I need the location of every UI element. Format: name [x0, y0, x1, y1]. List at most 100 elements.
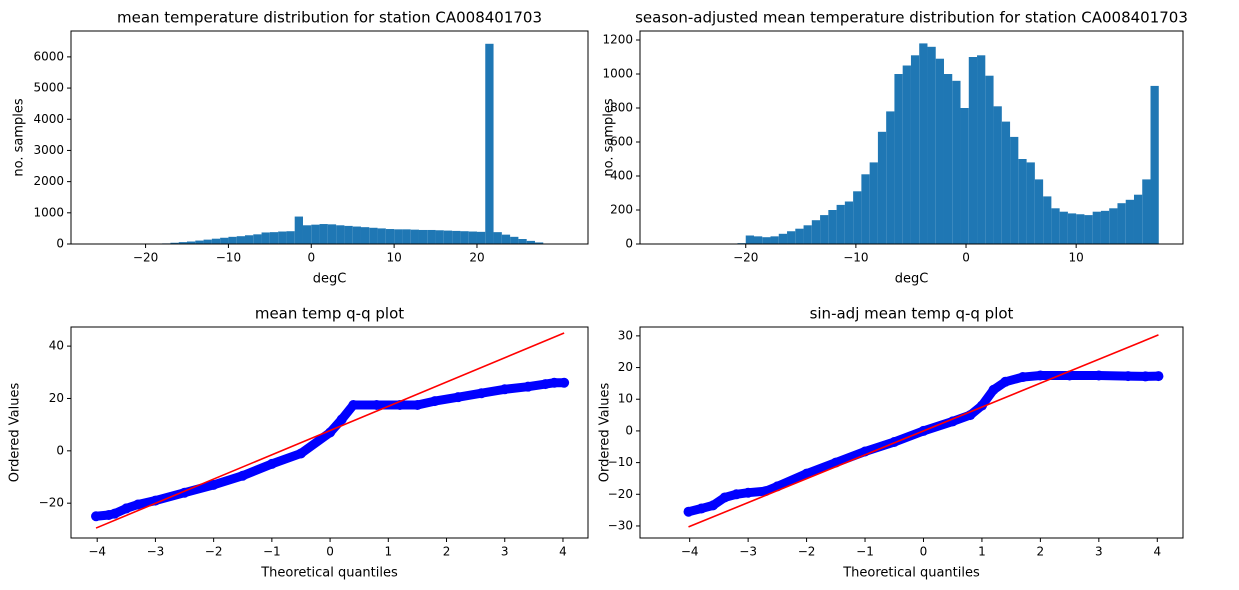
point	[499, 384, 510, 395]
y-tick-label: −10	[608, 455, 633, 469]
point	[801, 468, 812, 479]
bar	[811, 220, 821, 244]
x-axis-label: degC	[895, 272, 929, 287]
point	[988, 384, 999, 395]
bar	[427, 229, 436, 244]
bar	[935, 58, 944, 244]
x-tick-label: −4	[88, 545, 106, 559]
plot-area	[683, 334, 1164, 528]
bar	[352, 226, 361, 244]
x-tick-label: 2	[1037, 545, 1045, 559]
bar	[762, 237, 771, 244]
y-tick-label: 0	[625, 237, 633, 251]
bar	[385, 229, 395, 244]
bar	[861, 174, 870, 244]
y-tick-label: 0	[625, 423, 633, 437]
y-tick-label: 0	[56, 237, 64, 251]
bar	[1142, 179, 1151, 244]
x-tick-label: −1	[856, 545, 874, 559]
y-tick-label: 1000	[602, 67, 633, 81]
bar	[1117, 203, 1126, 244]
y-axis-label: Ordered Values	[598, 383, 613, 483]
bar	[476, 231, 486, 244]
bar	[1059, 211, 1068, 244]
point	[1153, 371, 1164, 382]
bar	[302, 225, 312, 244]
y-tick-label: 5000	[33, 81, 64, 95]
bar	[952, 80, 961, 244]
bar	[1084, 215, 1093, 244]
subplot: −20 −10 0 10020040060080010001200season-adj…	[602, 9, 1188, 287]
y-tick-label: −20	[39, 496, 64, 510]
point	[683, 506, 694, 517]
point	[91, 511, 102, 522]
y-tick-label: 4000	[33, 112, 64, 126]
bar	[985, 75, 994, 244]
x-axis-label: degC	[313, 272, 347, 287]
bar	[211, 238, 221, 244]
subplot-title: mean temperature distribution for statio…	[117, 9, 542, 27]
bar	[745, 235, 754, 244]
x-tick-label: −2	[205, 545, 223, 559]
bar	[402, 229, 411, 244]
bar	[1133, 194, 1143, 244]
x-tick-label: −1	[263, 545, 281, 559]
point	[1140, 371, 1151, 382]
bar	[493, 232, 502, 244]
bar	[1034, 179, 1044, 244]
x-tick-label: −10	[843, 251, 868, 265]
bar	[253, 234, 262, 244]
bar	[286, 231, 295, 244]
y-tick-label: 40	[49, 339, 64, 353]
x-axis-label: Theoretical quantiles	[260, 566, 398, 581]
bar	[753, 236, 763, 244]
axes-frame	[639, 30, 1184, 245]
x-tick-label: 4	[559, 545, 567, 559]
point	[348, 400, 359, 411]
y-tick-label: 10	[618, 392, 633, 406]
x-tick-label: −20	[733, 251, 758, 265]
point	[540, 379, 551, 390]
bar	[269, 232, 279, 244]
y-tick-label: 30	[618, 328, 633, 342]
x-tick-label: 0	[326, 545, 334, 559]
point	[696, 503, 707, 514]
y-tick-label: 400	[610, 169, 633, 183]
y-tick-label: 600	[610, 135, 633, 149]
subplot: −20 −10 0 10 20 0 1000 2000 3000 4000 5000 6000 mean…	[12, 9, 589, 287]
x-tick-label: −4	[681, 545, 699, 559]
bar	[1092, 211, 1101, 244]
bar	[452, 230, 461, 244]
bar	[360, 227, 370, 244]
point	[743, 487, 754, 498]
bar	[228, 236, 237, 244]
bar	[803, 225, 812, 244]
bar	[1018, 159, 1027, 244]
bar	[394, 229, 403, 244]
bar	[327, 224, 337, 244]
bar	[501, 234, 511, 244]
bar	[795, 228, 804, 244]
subplot-title: mean temp q-q plot	[255, 305, 404, 323]
point	[549, 377, 560, 388]
plot-area	[729, 43, 1159, 244]
bar	[977, 55, 986, 244]
bar	[443, 230, 453, 244]
x-tick-label: −20	[133, 251, 158, 265]
x-tick-label: 1	[978, 545, 986, 559]
bar	[311, 224, 320, 244]
x-tick-label: 20	[469, 251, 484, 265]
bar	[943, 74, 953, 244]
point	[336, 414, 347, 425]
y-tick-label: 200	[610, 203, 633, 217]
bar	[336, 225, 345, 244]
point	[412, 400, 423, 411]
point	[237, 470, 248, 481]
bar	[236, 236, 245, 244]
bar	[836, 204, 845, 244]
y-tick-label: 1200	[602, 33, 633, 47]
x-tick-label: 0	[307, 251, 315, 265]
bar	[778, 233, 788, 244]
point	[559, 377, 570, 388]
x-tick-label: −2	[798, 545, 816, 559]
